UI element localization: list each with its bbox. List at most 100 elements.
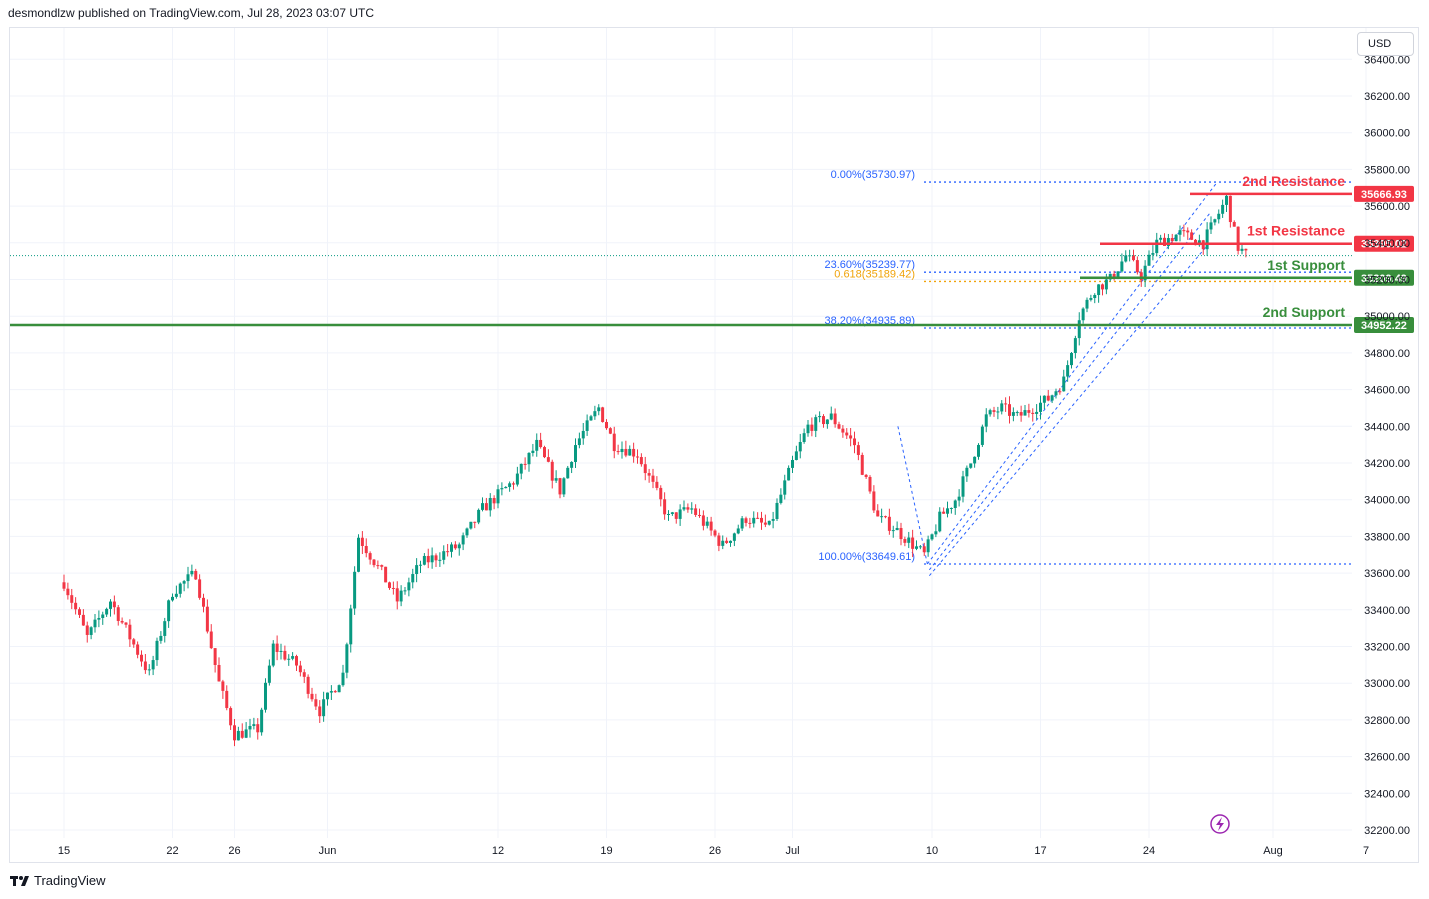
candle-body (996, 411, 1000, 413)
candle-body (240, 730, 244, 738)
grid (10, 28, 1367, 838)
time-axis[interactable]: 15 22 26 Jun 12 19 26 Jul 10 17 24 Aug 7 (58, 845, 1369, 857)
candle-body (174, 593, 178, 597)
currency-selector[interactable]: USD (1357, 32, 1414, 56)
candle-body (589, 416, 593, 421)
candle-body (891, 530, 895, 532)
candle-body (740, 518, 744, 529)
candle-body (78, 609, 81, 615)
candle-body (729, 540, 732, 543)
time-tick-label: 17 (1034, 845, 1046, 857)
candle-body (283, 650, 287, 660)
candle-body (1023, 410, 1027, 416)
candle-body (415, 565, 419, 575)
candle-body (953, 500, 957, 508)
candle-body (205, 606, 209, 632)
candle-body (554, 478, 558, 481)
candle-body (605, 421, 608, 429)
candle-body (380, 565, 384, 567)
candle-body (329, 691, 333, 693)
level-name-label: 1st Resistance (1247, 223, 1345, 239)
candle-body (841, 428, 845, 433)
candle-body (732, 533, 736, 541)
candle-body (558, 478, 562, 495)
trend-channel[interactable] (897, 181, 1218, 577)
candle-body (1097, 284, 1101, 296)
candle-body (1132, 255, 1135, 261)
candles (62, 193, 1248, 747)
candle-body (407, 582, 411, 591)
candle-body (539, 439, 543, 448)
lightning-icon[interactable] (1210, 814, 1230, 834)
candle-body (360, 537, 364, 546)
price-tick-label: 35800.00 (1364, 164, 1410, 176)
candle-body (391, 587, 395, 589)
candle-body (822, 416, 825, 425)
channel-line[interactable] (928, 211, 1212, 571)
level-name-label: 2nd Support (1263, 304, 1346, 320)
candle-body (209, 631, 213, 649)
candle-body (717, 535, 721, 546)
candle-body (419, 564, 422, 566)
candle-body (89, 627, 93, 635)
candle-body (357, 537, 360, 572)
price-tick-label: 34000.00 (1364, 495, 1410, 507)
candle-body (1070, 352, 1073, 366)
candle-body (1039, 402, 1042, 412)
candle-body (969, 463, 973, 468)
candle-body (682, 507, 686, 510)
candle-body (1139, 272, 1143, 281)
candle-body (74, 602, 78, 610)
candle-body (639, 457, 643, 465)
candle-body (957, 496, 961, 501)
brand-label: TradingView (34, 873, 106, 888)
candle-body (872, 491, 876, 511)
candle-body (461, 535, 465, 545)
candle-body (922, 546, 926, 553)
candle-body (473, 521, 477, 523)
candle-body (577, 438, 581, 446)
level-price-badge (1354, 185, 1414, 202)
candle-body (616, 451, 620, 453)
price-tick-label: 35000.00 (1364, 311, 1410, 323)
candle-body (1085, 299, 1089, 309)
candle-body (167, 600, 171, 622)
candle-body (593, 411, 597, 417)
candle-body (399, 590, 403, 602)
candle-body (942, 511, 946, 514)
candle-body (1089, 298, 1093, 300)
candle-body (132, 639, 136, 645)
candle-body (984, 414, 988, 427)
candle-body (814, 417, 818, 431)
channel-line[interactable] (926, 181, 1218, 565)
candle-body (527, 452, 531, 465)
candle-body (628, 448, 632, 456)
candle-body (856, 445, 860, 455)
candle-body (1163, 237, 1166, 246)
candle-body (915, 546, 918, 549)
candle-body (1236, 226, 1240, 251)
candle-body (450, 544, 453, 552)
candle-body (980, 426, 984, 445)
candle-body (1186, 230, 1190, 233)
price-tick-label: 35600.00 (1364, 201, 1410, 213)
candle-body (395, 588, 399, 602)
candle-body (806, 424, 810, 434)
candle-body (295, 656, 298, 666)
candle-body (663, 499, 667, 515)
channel-line[interactable] (928, 240, 1212, 577)
support-resistance-levels[interactable]: 2nd Resistance 35666.93 1st Resistance 3539… (10, 173, 1414, 333)
chart-frame[interactable] (9, 27, 1419, 863)
candle-body (411, 574, 415, 583)
tradingview-brand[interactable]: TradingView (10, 873, 106, 888)
price-axis[interactable]: 36400.00 36200.00 36000.00 35800.00 35600.00… (1364, 54, 1410, 837)
candle-body (802, 433, 806, 443)
candle-body (221, 681, 225, 691)
candle-body (1135, 260, 1139, 273)
time-tick-label: Jun (319, 845, 337, 857)
candle-body (546, 457, 550, 462)
candle-body (1151, 253, 1155, 255)
candle-body (155, 640, 159, 661)
fib-level-label: 100.00%(33649.61) (818, 551, 915, 563)
